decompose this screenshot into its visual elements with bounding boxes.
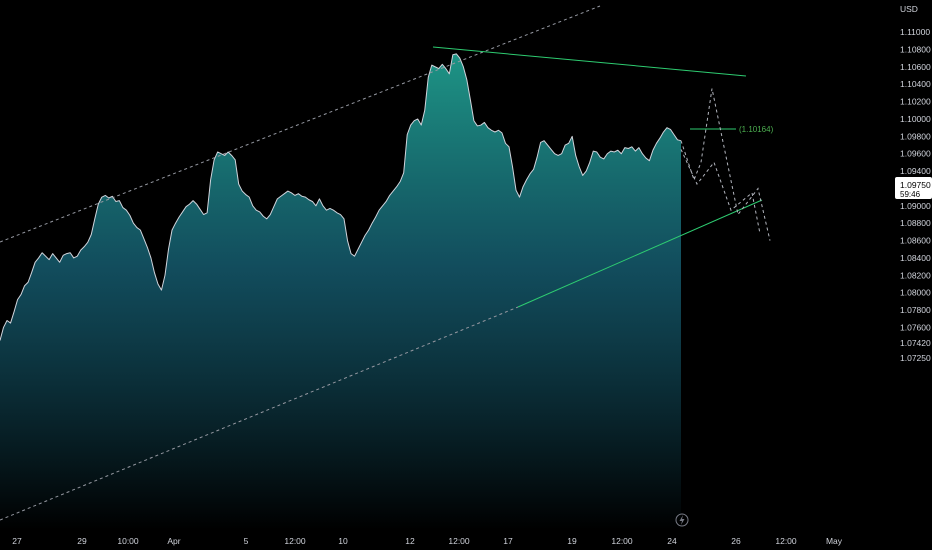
- y-tick-label: 1.08800: [900, 218, 931, 228]
- y-tick-label: 1.09800: [900, 131, 931, 141]
- x-tick-label: 12:00: [611, 536, 633, 546]
- y-tick-label: 1.10400: [900, 79, 931, 89]
- y-tick-label: 1.09600: [900, 149, 931, 159]
- y-tick-label: 1.10200: [900, 97, 931, 107]
- y-tick-label: 1.08200: [900, 270, 931, 280]
- drawing-layer: (1.10164): [0, 5, 774, 521]
- y-tick-label: 1.08600: [900, 236, 931, 246]
- x-tick-label: Apr: [167, 536, 180, 546]
- y-tick-label: 1.11000: [900, 27, 930, 37]
- y-tick-label: 1.07600: [900, 322, 931, 332]
- last-price-label: 1.09750: [900, 180, 931, 190]
- x-tick-label: 29: [77, 536, 87, 546]
- y-tick-label: 1.08400: [900, 253, 931, 263]
- y-tick-label: 1.09400: [900, 166, 931, 176]
- lightning-icon: [679, 515, 685, 525]
- projection-path-alt[interactable]: [680, 149, 761, 234]
- x-tick-label: 27: [12, 536, 22, 546]
- countdown-label: 59:46: [900, 190, 921, 199]
- x-tick-label: 19: [567, 536, 577, 546]
- price-axis[interactable]: 1.11000 1.10800 1.10600 1.10400 1.10200 1.100…: [900, 27, 931, 363]
- x-tick-label: 12:00: [284, 536, 306, 546]
- y-tick-label: 1.07800: [900, 305, 931, 315]
- currency-unit-label: USD: [900, 4, 918, 14]
- support-trendline[interactable]: [517, 199, 763, 308]
- price-line: [0, 53, 682, 341]
- y-tick-label: 1.09000: [900, 201, 931, 211]
- y-tick-label: 1.10600: [900, 62, 931, 72]
- x-tick-label: 26: [731, 536, 741, 546]
- x-tick-label: 12: [405, 536, 415, 546]
- y-tick-label: 1.08000: [900, 288, 931, 298]
- x-tick-label: 12:00: [448, 536, 470, 546]
- y-tick-label: 1.07420: [900, 338, 931, 348]
- last-price-marker: 1.09750 59:46: [895, 177, 932, 199]
- x-tick-label: 17: [503, 536, 513, 546]
- target-level-label: (1.10164): [739, 125, 774, 134]
- y-tick-label: 1.07250: [900, 353, 931, 363]
- replay-button[interactable]: [675, 513, 689, 527]
- x-tick-label: 10:00: [117, 536, 139, 546]
- y-tick-label: 1.10800: [900, 45, 931, 55]
- x-tick-label: 12:00: [775, 536, 797, 546]
- price-area-layer: [0, 53, 682, 531]
- x-tick-label: 5: [244, 536, 249, 546]
- y-tick-label: 1.10000: [900, 114, 931, 124]
- x-tick-label: May: [826, 536, 843, 546]
- resistance-trendline[interactable]: [432, 46, 747, 77]
- price-area-fill: [0, 53, 681, 531]
- projection-path[interactable]: [680, 88, 771, 241]
- time-axis[interactable]: 27 29 10:00 Apr 5 12:00 10 12 12:00 17 19 12:00 24 26…: [12, 536, 843, 546]
- x-tick-label: 24: [667, 536, 677, 546]
- x-tick-label: 10: [338, 536, 348, 546]
